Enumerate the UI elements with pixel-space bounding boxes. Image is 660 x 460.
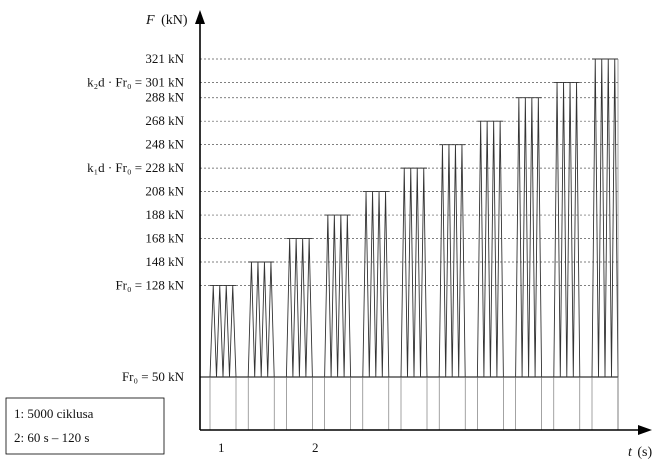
y-tick-labels: Fr₀ = 50 kN Fr₀ = 128 kN 148 kN 168 kN 188 k…	[87, 51, 185, 384]
load-blocks	[209, 58, 619, 378]
cycle-dividers	[209, 59, 619, 430]
load-block-268	[476, 121, 504, 378]
y-axis-label: F (kN)	[145, 13, 188, 28]
load-block-301	[553, 82, 581, 378]
y-tick-label: 148 kN	[145, 254, 184, 269]
load-block-248	[438, 144, 466, 378]
load-block-288	[515, 97, 543, 378]
y-tick-label: Fr₀ = 50 kN	[122, 369, 185, 384]
y-tick-label: 288 kN	[145, 90, 184, 105]
legend-line-1: 1: 5000 ciklusa	[14, 406, 94, 421]
y-tick-label: k₂d · Fr₀ = 301 kN	[87, 74, 185, 89]
y-tick-label: 321 kN	[145, 51, 184, 66]
x-marker-1: 1	[218, 440, 225, 455]
y-tick-label: 168 kN	[145, 231, 184, 246]
y-tick-label: 248 kN	[145, 137, 184, 152]
legend-line-2: 2: 60 s – 120 s	[14, 430, 89, 445]
y-tick-label: 208 kN	[145, 184, 184, 199]
y-tick-label: 268 kN	[145, 113, 184, 128]
x-axis-label: t (s)	[628, 445, 653, 460]
x-marker-2: 2	[312, 440, 319, 455]
y-tick-label: Fr₀ = 128 kN	[115, 277, 184, 292]
load-block-321	[591, 58, 619, 378]
load-block-208	[362, 191, 390, 378]
load-block-128	[209, 285, 237, 378]
load-block-168	[285, 238, 313, 378]
legend: 1: 5000 ciklusa 2: 60 s – 120 s	[5, 397, 165, 455]
x-axis-arrow-icon	[638, 425, 652, 435]
y-tick-label: k₁d · Fr₀ = 228 kN	[87, 160, 185, 175]
load-block-148	[247, 261, 275, 378]
load-block-188	[324, 215, 352, 378]
y-axis-arrow-icon	[195, 10, 205, 24]
load-block-228	[400, 168, 428, 378]
legend-box	[5, 397, 165, 455]
y-tick-label: 188 kN	[145, 207, 184, 222]
